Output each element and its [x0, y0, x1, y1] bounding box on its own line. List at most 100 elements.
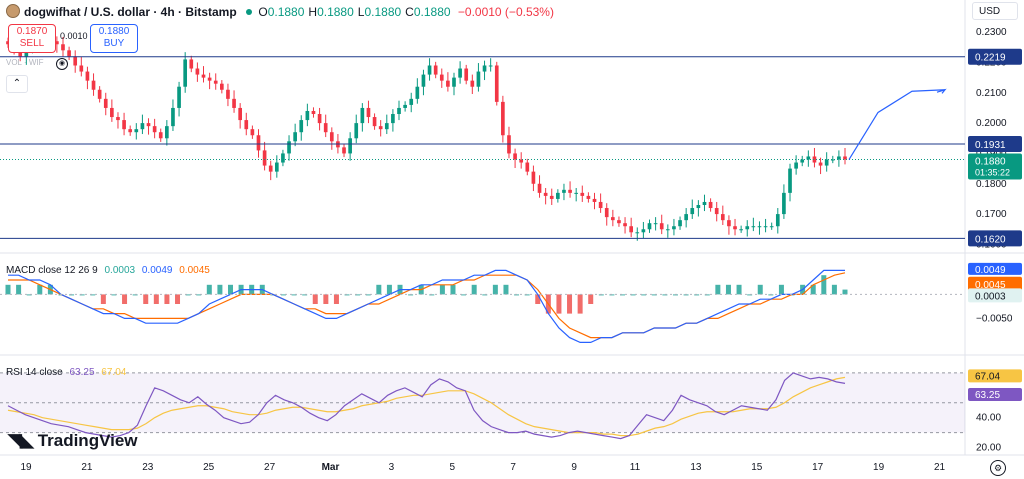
hist-axis-label-bg	[968, 288, 1022, 303]
macd-axis-label-bg	[968, 262, 1022, 275]
candle-body	[513, 153, 517, 160]
candle-body	[305, 110, 310, 121]
candle-body	[727, 220, 731, 227]
candle-body	[531, 171, 536, 184]
macd-histogram-bar	[715, 284, 721, 295]
macd-histogram-bar	[778, 284, 784, 295]
candle-body	[696, 204, 701, 209]
macd-histogram-bar	[588, 294, 594, 304]
candle-body	[421, 74, 426, 87]
rsi-legend[interactable]: RSI 14 close 63.25 67.04	[6, 367, 126, 378]
candle-body	[287, 141, 291, 154]
candle-body	[384, 123, 389, 130]
rsi-value: 63.25	[69, 367, 95, 378]
macd-histogram-bar	[16, 284, 22, 295]
candle-body	[501, 101, 505, 136]
macd-histogram-bar	[535, 294, 541, 304]
signal-axis-label: 0.0045	[975, 280, 1006, 291]
level-price-label: 0.1931	[975, 140, 1006, 151]
time-axis-label: 27	[264, 462, 276, 473]
macd-histogram-bar	[37, 284, 43, 295]
candle-body	[702, 201, 707, 205]
macd-histogram-bar	[196, 294, 202, 296]
sell-label: SELL	[19, 38, 45, 49]
candle-body	[329, 132, 334, 142]
macd-histogram-bar	[630, 294, 636, 296]
macd-histogram-bar	[5, 284, 11, 295]
candle-body	[733, 226, 737, 230]
signal-axis-label-bg	[968, 276, 1022, 291]
candle-body	[110, 107, 114, 118]
time-axis-label: 19	[20, 462, 32, 473]
macd-histogram-bar	[217, 284, 223, 295]
candle-body	[635, 232, 640, 234]
macd-histogram-bar	[556, 294, 562, 314]
candle-body	[116, 117, 120, 121]
level-price-label: 0.1620	[975, 234, 1006, 245]
last-price-label-bg	[968, 153, 1022, 180]
time-axis-label: 9	[571, 462, 577, 473]
candle-body	[281, 153, 285, 163]
symbol-legend[interactable]: dogwifhat / U.S. dollar · 4h · Bitstamp …	[6, 4, 554, 19]
currency-selector[interactable]: USD	[972, 2, 1018, 20]
tradingview-mark-icon: ◥◣	[8, 430, 34, 450]
candle-body	[525, 162, 530, 172]
macd-histogram-bar	[206, 284, 212, 295]
eye-icon[interactable]: ◉	[56, 58, 68, 70]
candle-body	[409, 98, 414, 105]
candle-body	[274, 162, 279, 172]
hist-axis-label: 0.0003	[975, 291, 1006, 302]
level-price-label-bg	[968, 48, 1022, 65]
macd-histogram-bar	[567, 294, 573, 314]
candle-body	[183, 59, 188, 87]
time-axis-label: Mar	[322, 462, 340, 473]
macd-histogram-bar	[90, 294, 96, 296]
candle-body	[659, 223, 664, 230]
tradingview-logo[interactable]: ◥◣ TradingView	[8, 430, 138, 451]
rsi-ma-axis-label: 67.04	[975, 371, 1000, 382]
macd-histogram-bar	[79, 294, 85, 296]
macd-histogram-bar	[386, 284, 392, 295]
candle-body	[91, 80, 96, 90]
macd-histogram-bar	[842, 289, 848, 295]
candle-body	[433, 65, 438, 75]
rsi-axis-tick: 20.00	[976, 443, 1001, 454]
macd-histogram-bar	[323, 294, 329, 304]
macd-legend[interactable]: MACD close 12 26 9 0.0003 0.0049 0.0045	[6, 265, 210, 276]
price-axis-tick: 0.2300	[976, 27, 1007, 38]
rsi-title: RSI 14 close	[6, 367, 63, 378]
candle-body	[311, 110, 316, 115]
candle-body	[146, 123, 151, 127]
candle-body	[317, 114, 322, 124]
macd-line	[8, 269, 845, 343]
candle-body	[482, 65, 487, 72]
candle-body	[611, 217, 615, 221]
collapse-legend-button[interactable]: ⌃	[6, 75, 28, 93]
candle-body	[140, 123, 145, 130]
candle-body	[665, 229, 670, 231]
candle-body	[800, 159, 805, 163]
macd-signal-value: 0.0045	[179, 265, 210, 276]
candle-body	[219, 83, 224, 90]
candle-body	[837, 156, 841, 160]
macd-histogram-bar	[704, 294, 710, 296]
candle-body	[488, 65, 493, 67]
candle-body	[354, 123, 359, 139]
candle-body	[745, 226, 750, 230]
candle-body	[476, 71, 481, 87]
buy-button[interactable]: 0.1880 BUY	[90, 24, 138, 53]
rsi-line	[7, 372, 846, 440]
candle-body	[543, 192, 548, 196]
macd-histogram-bar	[333, 294, 339, 304]
macd-histogram-bar	[355, 294, 361, 296]
market-status-dot-icon	[246, 9, 253, 15]
candle-body	[55, 41, 59, 45]
candle-body	[232, 98, 236, 108]
ohlc-label: C	[405, 5, 414, 19]
candle-body	[256, 135, 261, 151]
candle-body	[268, 165, 273, 172]
settings-gear-icon[interactable]: ⚙	[990, 460, 1006, 476]
sell-button[interactable]: 0.1870 SELL	[8, 24, 56, 53]
candle-body	[629, 226, 634, 233]
